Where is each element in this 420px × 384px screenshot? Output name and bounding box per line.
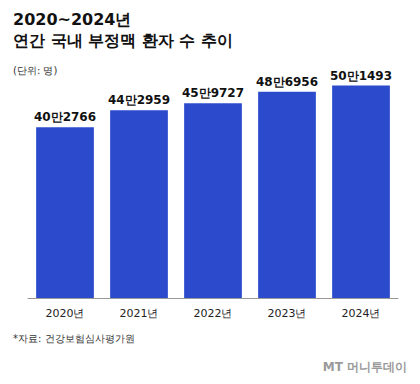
svg-text:50만1493: 50만1493 bbox=[330, 69, 392, 83]
svg-text:(단위: 명): (단위: 명) bbox=[13, 65, 57, 76]
svg-text:2020년: 2020년 bbox=[46, 307, 85, 320]
svg-text:48만6956: 48만6956 bbox=[256, 75, 318, 89]
svg-text:2020~2024년: 2020~2024년 bbox=[13, 10, 131, 29]
svg-text:40만2766: 40만2766 bbox=[34, 110, 96, 124]
svg-text:연간 국내 부정맥 환자 수 추이: 연간 국내 부정맥 환자 수 추이 bbox=[13, 31, 233, 50]
svg-text:2021년: 2021년 bbox=[120, 307, 159, 320]
svg-text:2022년: 2022년 bbox=[194, 307, 233, 320]
svg-text:2023년: 2023년 bbox=[268, 307, 307, 320]
svg-text:45만9727: 45만9727 bbox=[182, 86, 244, 100]
svg-text:*자료: 건강보험심사평가원: *자료: 건강보험심사평가원 bbox=[13, 333, 135, 344]
svg-text:MT 머니투데이: MT 머니투데이 bbox=[323, 360, 407, 374]
svg-text:44만2959: 44만2959 bbox=[108, 93, 170, 107]
svg-text:2024년: 2024년 bbox=[342, 307, 381, 320]
